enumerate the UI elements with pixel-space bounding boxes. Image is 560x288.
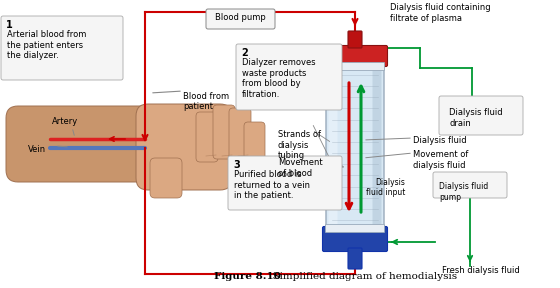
Text: Blood pump: Blood pump bbox=[214, 14, 265, 22]
Text: Dialysis fluid containing
filtrate of plasma: Dialysis fluid containing filtrate of pl… bbox=[390, 3, 491, 23]
FancyBboxPatch shape bbox=[244, 122, 265, 166]
FancyBboxPatch shape bbox=[196, 112, 218, 162]
FancyBboxPatch shape bbox=[6, 106, 165, 182]
FancyBboxPatch shape bbox=[372, 67, 381, 228]
Text: Dialysis fluid
pump: Dialysis fluid pump bbox=[439, 182, 488, 202]
Text: Strands of
dialysis
tubing: Strands of dialysis tubing bbox=[278, 130, 321, 160]
FancyBboxPatch shape bbox=[323, 226, 388, 251]
FancyBboxPatch shape bbox=[433, 172, 507, 198]
FancyBboxPatch shape bbox=[236, 44, 342, 110]
Text: Artery: Artery bbox=[52, 117, 78, 126]
Text: Arterial blood from
the patient enters
the dialyzer.: Arterial blood from the patient enters t… bbox=[7, 30, 86, 60]
Text: Dialysis fluid: Dialysis fluid bbox=[413, 136, 466, 145]
Text: 2: 2 bbox=[241, 48, 248, 58]
Text: Vein: Vein bbox=[28, 145, 46, 154]
Text: Dialysis
fluid input: Dialysis fluid input bbox=[366, 178, 405, 197]
FancyBboxPatch shape bbox=[329, 67, 338, 228]
FancyBboxPatch shape bbox=[348, 31, 362, 48]
FancyBboxPatch shape bbox=[228, 156, 342, 210]
Text: 1: 1 bbox=[6, 20, 13, 30]
FancyBboxPatch shape bbox=[348, 248, 362, 269]
Text: Fresh dialysis fluid: Fresh dialysis fluid bbox=[442, 266, 520, 275]
Text: Figure 8.10: Figure 8.10 bbox=[214, 272, 281, 281]
FancyBboxPatch shape bbox=[229, 108, 251, 160]
FancyBboxPatch shape bbox=[329, 48, 339, 63]
Text: Blood from
patient: Blood from patient bbox=[183, 92, 229, 111]
FancyBboxPatch shape bbox=[136, 104, 232, 190]
Text: Movement
of blood: Movement of blood bbox=[278, 158, 323, 178]
FancyBboxPatch shape bbox=[1, 16, 123, 80]
FancyBboxPatch shape bbox=[439, 96, 523, 135]
Text: Purified blood is
returned to a vein
in the patient.: Purified blood is returned to a vein in … bbox=[234, 170, 310, 200]
Text: 3: 3 bbox=[233, 160, 240, 170]
Text: Simplified diagram of hemodialysis: Simplified diagram of hemodialysis bbox=[266, 272, 457, 281]
FancyBboxPatch shape bbox=[325, 225, 385, 232]
Text: Movement of
dialysis fluid: Movement of dialysis fluid bbox=[413, 150, 468, 170]
Text: Dialysis fluid
drain: Dialysis fluid drain bbox=[449, 108, 503, 128]
FancyBboxPatch shape bbox=[206, 9, 275, 29]
FancyBboxPatch shape bbox=[323, 46, 388, 67]
FancyBboxPatch shape bbox=[326, 64, 384, 231]
Text: Dialyzer removes
waste products
from blood by
filtration.: Dialyzer removes waste products from blo… bbox=[242, 58, 316, 99]
FancyBboxPatch shape bbox=[150, 158, 182, 198]
FancyBboxPatch shape bbox=[102, 114, 173, 174]
FancyBboxPatch shape bbox=[325, 62, 385, 71]
FancyBboxPatch shape bbox=[213, 105, 235, 159]
